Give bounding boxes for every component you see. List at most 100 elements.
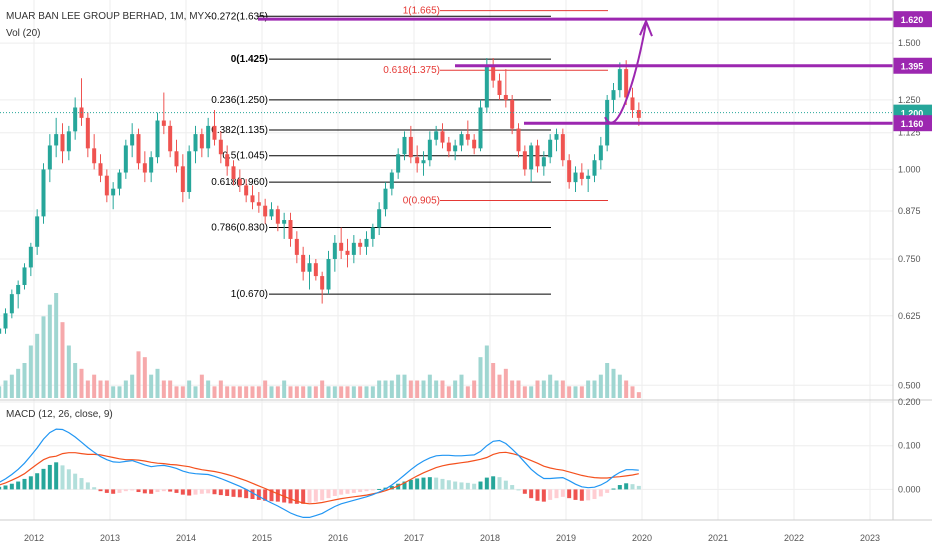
macd-histogram-bar [465, 482, 470, 490]
x-tick-label: 2018 [480, 533, 500, 543]
volume-bar [288, 386, 293, 398]
volume-bar [155, 368, 160, 398]
candle-body [446, 142, 451, 152]
candle-body [339, 242, 344, 251]
volume-bar [85, 380, 90, 398]
macd-histogram-bar [339, 489, 344, 495]
volume-bar [0, 386, 2, 398]
candle-body [554, 134, 559, 140]
candle-body [313, 263, 318, 277]
candle-body [351, 242, 356, 255]
fibonacci-levels: -0.272(1.635) 0(1.425) 0.236(1.250) 0.382(1… [208, 6, 608, 300]
candle-body [617, 69, 622, 91]
volume-bar [573, 386, 578, 398]
y-tick-label: 0.500 [898, 380, 921, 390]
volume-bar [427, 374, 432, 398]
candle-body [28, 246, 33, 268]
candle-body [459, 134, 464, 146]
macd-histogram-bar [168, 489, 173, 492]
fib-label-black: 0.786(0.830) [211, 222, 268, 233]
macd-histogram-bar [548, 489, 553, 500]
candle-body [237, 178, 242, 186]
macd-histogram-bar [54, 462, 59, 490]
macd-histogram-bar [92, 487, 97, 490]
fib-label-red: 1(1.665) [403, 6, 440, 17]
macd-histogram-bar [408, 479, 413, 490]
candle-body [484, 64, 489, 108]
candle-body [415, 157, 420, 164]
candle-body [377, 209, 382, 228]
volume-bar [402, 374, 407, 398]
macd-histogram-bar [573, 489, 578, 500]
volume-bar [446, 386, 451, 398]
volume-bar [636, 392, 641, 398]
volume-bar [282, 380, 287, 398]
volume-bar [421, 380, 426, 398]
volume-bar [598, 374, 603, 398]
candle-body [465, 134, 470, 140]
macd-histogram-bar [174, 489, 179, 493]
volume-bar [579, 386, 584, 398]
macd-histogram-bar [244, 489, 249, 499]
volume-bar [383, 380, 388, 398]
volume-bar [440, 380, 445, 398]
macd-histogram-bar [256, 489, 261, 500]
volume-bars [0, 293, 641, 398]
candle-body [66, 131, 71, 152]
macd-histogram-bar [117, 489, 122, 493]
candle-body [250, 195, 255, 203]
candle-body [9, 294, 14, 314]
volume-bar [136, 351, 141, 398]
volume-bar [16, 368, 21, 398]
volume-bar [560, 380, 565, 398]
candle-body [282, 220, 287, 224]
volume-bar [218, 380, 223, 398]
fib-label-black: 1(0.670) [231, 289, 268, 300]
candle-body [472, 139, 477, 149]
volume-bar [624, 380, 629, 398]
macd-histogram-bar [98, 489, 103, 492]
volume-bar [174, 386, 179, 398]
volume-bar [244, 386, 249, 398]
volume-bar [187, 380, 192, 398]
macd-tick-label: 0.200 [898, 397, 921, 407]
volume-bar [434, 380, 439, 398]
candle-body [630, 97, 635, 111]
candle-body [117, 172, 122, 189]
macd-histogram-bar [586, 489, 591, 501]
candle-body [155, 120, 160, 158]
macd-histogram-bar [472, 483, 477, 490]
candle-body [174, 151, 179, 167]
price-badge [893, 57, 932, 74]
macd-histogram-bar [288, 489, 293, 504]
macd-histogram-bar [85, 482, 90, 490]
macd-histogram-bar [22, 478, 27, 490]
candle-body [440, 131, 445, 143]
macd-histogram-bar [497, 477, 502, 490]
y-tick-label: 0.750 [898, 254, 921, 264]
volume-bar [60, 322, 65, 398]
candle-body [307, 263, 312, 272]
x-tick-label: 2013 [100, 533, 120, 543]
macd-histogram-bar [421, 477, 426, 490]
volume-bar [605, 363, 610, 398]
candlesticks [0, 58, 641, 334]
candle-body [548, 139, 553, 158]
macd-histogram-bar [313, 489, 318, 502]
y-tick-label: 1.000 [898, 164, 921, 174]
volume-bar [225, 386, 230, 398]
price-badge [893, 115, 932, 132]
candle-body [47, 145, 52, 170]
candle-body [427, 139, 432, 161]
volume-bar [92, 374, 97, 398]
candle-body [478, 107, 483, 149]
candle-body [326, 259, 331, 290]
fib-label-black: 0(1.425) [231, 54, 268, 65]
volume-bar [491, 363, 496, 398]
fib-label-red: 0(0.905) [403, 196, 440, 207]
macd-histogram-bar [60, 465, 65, 490]
volume-bar [307, 386, 312, 398]
macd-histogram-bar [415, 478, 420, 490]
candle-body [396, 154, 401, 173]
